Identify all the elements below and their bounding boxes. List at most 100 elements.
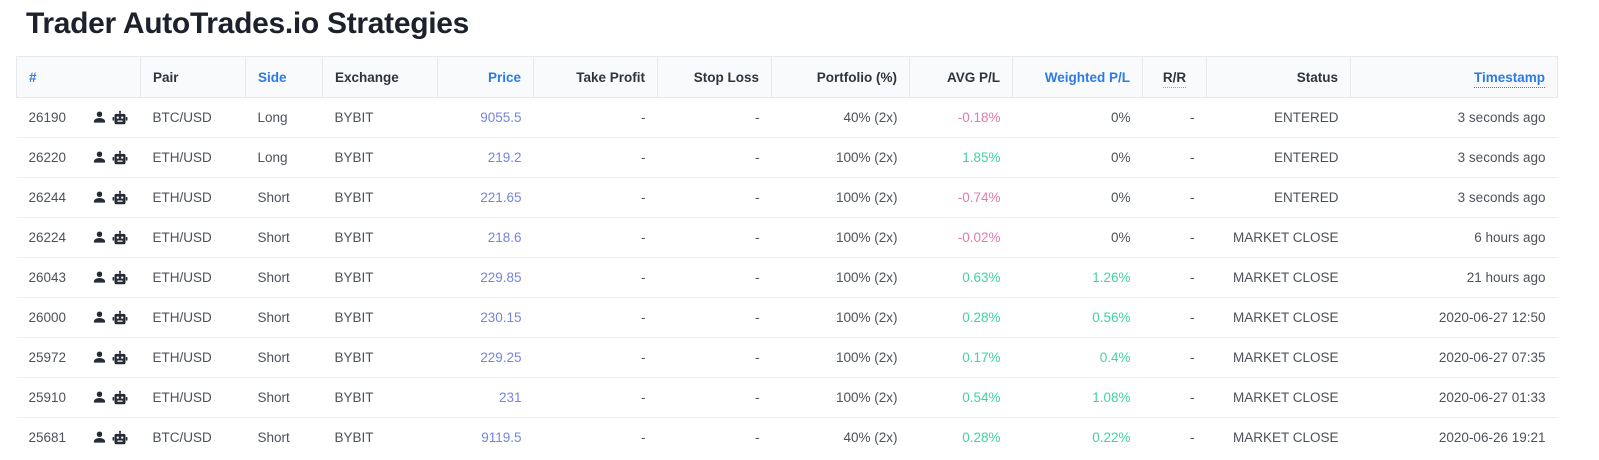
avg-pl-cell: -0.18% (909, 97, 1013, 138)
pair-cell: ETH/USD (140, 377, 246, 418)
table-row: 26224 (16, 217, 1558, 258)
user-icon[interactable] (92, 270, 107, 285)
take-profit-cell: - (533, 297, 658, 338)
strategy-id: 26190 (28, 110, 67, 125)
column-header-status: Status (1206, 56, 1351, 98)
strategy-id-cell: 26220 (16, 137, 141, 178)
avg-pl-cell: 1.85% (909, 137, 1013, 178)
user-icon[interactable] (92, 310, 107, 325)
avg-pl-cell: 0.17% (909, 337, 1013, 378)
weighted-pl-cell: 0% (1012, 177, 1143, 218)
timestamp-cell: 3 seconds ago (1350, 177, 1558, 218)
avg-pl-cell: 0.28% (909, 297, 1013, 338)
robot-icon[interactable] (112, 430, 128, 446)
strategy-icons (92, 390, 128, 406)
strategy-id-cell: 25910 (16, 377, 141, 418)
weighted-pl-cell: 1.08% (1012, 377, 1143, 418)
side-cell: Short (245, 177, 323, 218)
strategy-id-cell: 25972 (16, 337, 141, 378)
stop-loss-cell: - (657, 177, 772, 218)
price-value[interactable]: 229.25 (480, 350, 522, 365)
rr-cell: - (1142, 297, 1207, 338)
column-header-side[interactable]: Side (245, 56, 323, 98)
table-body: 26190 (16, 97, 1558, 457)
pair-cell: ETH/USD (140, 337, 246, 378)
robot-icon[interactable] (112, 150, 128, 166)
rr-cell: - (1142, 417, 1207, 457)
timestamp-cell: 2020-06-26 19:21 (1350, 417, 1558, 457)
column-header-id[interactable]: # (16, 56, 141, 98)
timestamp-cell: 2020-06-27 01:33 (1350, 377, 1558, 418)
price-value[interactable]: 221.65 (480, 190, 522, 205)
price-value[interactable]: 230.15 (480, 310, 522, 325)
side-cell: Short (245, 417, 323, 457)
price-cell: 229.25 (437, 337, 534, 378)
rr-cell: - (1142, 377, 1207, 418)
user-icon[interactable] (92, 190, 107, 205)
strategy-icons (92, 270, 128, 286)
pair-cell: ETH/USD (140, 217, 246, 258)
take-profit-cell: - (533, 137, 658, 178)
robot-icon[interactable] (112, 310, 128, 326)
pair-cell: ETH/USD (140, 137, 246, 178)
price-value[interactable]: 218.6 (487, 230, 522, 245)
robot-icon[interactable] (112, 190, 128, 206)
portfolio-cell: 40% (2x) (771, 417, 910, 457)
column-header-price[interactable]: Price (437, 56, 534, 98)
price-value[interactable]: 229.85 (480, 270, 522, 285)
take-profit-cell: - (533, 177, 658, 218)
table-header: # Pair Side Exchange Price Take Profit S… (16, 56, 1558, 98)
side-cell: Short (245, 337, 323, 378)
user-icon[interactable] (92, 430, 107, 445)
user-icon[interactable] (92, 390, 107, 405)
price-value[interactable]: 219.2 (487, 150, 522, 165)
user-icon[interactable] (92, 110, 107, 125)
side-cell: Long (245, 97, 323, 138)
price-value[interactable]: 9055.5 (480, 110, 522, 125)
user-icon[interactable] (92, 350, 107, 365)
column-header-weighted-pl[interactable]: Weighted P/L (1012, 56, 1143, 98)
rr-cell: - (1142, 97, 1207, 138)
table-row: 26220 (16, 137, 1558, 178)
table-row: 25972 (16, 337, 1558, 378)
pair-cell: BTC/USD (140, 97, 246, 138)
table-row: 26043 (16, 257, 1558, 298)
weighted-pl-cell: 0.56% (1012, 297, 1143, 338)
strategy-id: 26244 (28, 190, 67, 205)
portfolio-cell: 100% (2x) (771, 177, 910, 218)
column-header-rr[interactable]: R/R (1142, 56, 1207, 98)
strategy-icons (92, 150, 128, 166)
price-value[interactable]: 9119.5 (481, 430, 522, 445)
robot-icon[interactable] (112, 110, 128, 126)
column-header-timestamp[interactable]: Timestamp (1350, 56, 1558, 98)
stop-loss-cell: - (657, 337, 772, 378)
timestamp-cell: 3 seconds ago (1350, 97, 1558, 138)
strategy-id-cell: 26190 (16, 97, 141, 138)
robot-icon[interactable] (112, 350, 128, 366)
robot-icon[interactable] (112, 390, 128, 406)
weighted-pl-cell: 0.4% (1012, 337, 1143, 378)
user-icon[interactable] (92, 230, 107, 245)
price-value[interactable]: 231 (498, 390, 522, 405)
column-header-take-profit: Take Profit (533, 56, 658, 98)
status-cell: MARKET CLOSE (1206, 337, 1351, 378)
weighted-pl-cell: 0% (1012, 217, 1143, 258)
side-cell: Short (245, 297, 323, 338)
column-header-exchange: Exchange (322, 56, 438, 98)
page-title: Trader AutoTrades.io Strategies (26, 7, 470, 40)
price-cell: 9055.5 (437, 97, 534, 138)
status-cell: ENTERED (1206, 137, 1351, 178)
price-cell: 231 (437, 377, 534, 418)
portfolio-cell: 100% (2x) (771, 137, 910, 178)
timestamp-sort-label[interactable]: Timestamp (1473, 69, 1545, 88)
timestamp-cell: 3 seconds ago (1350, 137, 1558, 178)
pair-cell: ETH/USD (140, 297, 246, 338)
portfolio-cell: 100% (2x) (771, 257, 910, 298)
side-cell: Short (245, 257, 323, 298)
robot-icon[interactable] (112, 270, 128, 286)
strategy-id: 26000 (28, 310, 67, 325)
rr-tooltip-label[interactable]: R/R (1162, 69, 1187, 88)
strategies-table: # Pair Side Exchange Price Take Profit S… (16, 56, 1558, 457)
robot-icon[interactable] (112, 230, 128, 246)
user-icon[interactable] (92, 150, 107, 165)
